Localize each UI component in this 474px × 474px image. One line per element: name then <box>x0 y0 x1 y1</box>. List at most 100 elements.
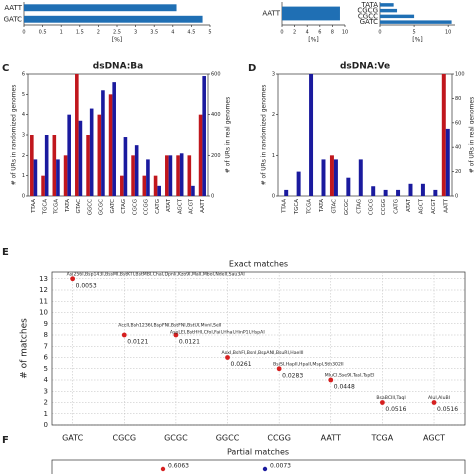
x-tick-label: CTAG <box>121 199 127 214</box>
x-tick-label: 2 <box>293 30 296 36</box>
y-axis-label: # of matches <box>20 318 30 379</box>
y-tick-label: 5 <box>22 92 25 98</box>
bar <box>296 171 301 196</box>
x-tick-label: 5 <box>412 30 415 36</box>
x-tick-label: CGCG <box>112 434 136 443</box>
x-tick-label: TATA <box>319 199 325 213</box>
y-tick-label: 10 <box>39 309 48 317</box>
point-annotation: BsiSI,HapII,HpaII,MspI,Sth302II <box>273 361 343 367</box>
bar <box>134 145 139 196</box>
y-tick-label: 11 <box>39 297 48 305</box>
bar <box>176 155 180 196</box>
y2-tick-label: 100 <box>455 72 465 78</box>
x-tick-label: 0 <box>280 30 283 36</box>
bar <box>383 189 388 196</box>
x-tick-label: 3.5 <box>150 30 158 36</box>
y-tick-label: 2 <box>22 153 25 159</box>
bar <box>433 189 438 196</box>
x-tick-label: GTAC <box>331 199 337 214</box>
bar <box>24 15 203 23</box>
x-tick-label: AGCT <box>418 198 424 214</box>
point-annotation: AspLEI,BstHHI,CfoI,FaiI,HhaI,HinP1I,HspA… <box>170 330 265 336</box>
point <box>431 400 437 405</box>
point <box>380 400 385 405</box>
bar <box>282 6 340 21</box>
y2-tick-label: 600 <box>211 72 221 78</box>
y-tick-label: TATA <box>361 1 379 9</box>
y-tick-label: 3 <box>272 72 275 78</box>
x-tick-label: 8 <box>331 30 334 36</box>
y-axis-label: # of URs in randomized genomes <box>11 85 18 186</box>
partial-frame <box>51 459 466 474</box>
bar <box>101 90 105 196</box>
bar <box>358 159 363 196</box>
y-tick-label: 8 <box>44 331 48 339</box>
bar <box>371 186 376 196</box>
x-tick-label: CCGG <box>144 199 150 215</box>
bar <box>202 76 206 196</box>
x-tick-label: AGCT <box>177 198 183 214</box>
x-tick-label: CCGG <box>381 199 387 215</box>
point-annotation: AccII,Bsh1236I,BspFNI,BstFNI,BstUI,MvnI,… <box>118 323 221 329</box>
x-tick-label: 1 <box>60 30 63 36</box>
x-tick-label: ACGT <box>431 198 437 214</box>
bar <box>153 175 158 196</box>
y2-tick-label: 0 <box>455 194 458 200</box>
x-axis-label: [%] <box>112 37 122 44</box>
bar <box>445 128 450 196</box>
x-tick-label: 6 <box>318 30 321 36</box>
chart-title: Exact matches <box>229 260 288 269</box>
bar <box>63 155 68 196</box>
x-tick-label: GCGC <box>164 434 188 443</box>
point-annotation: AluI,AluBI <box>428 395 450 401</box>
y-tick-label: 2 <box>272 112 275 118</box>
y2-tick-label: 0 <box>211 194 214 200</box>
x-tick-label: AATT <box>443 198 449 213</box>
bar <box>191 185 195 196</box>
bar <box>33 159 38 196</box>
y-tick-label: 1 <box>22 173 25 179</box>
bar <box>380 3 394 7</box>
point <box>225 355 230 360</box>
bar <box>86 135 90 196</box>
x-tick-label: TTAA <box>31 199 37 214</box>
x-axis-label: [%] <box>308 37 318 44</box>
bar <box>131 155 135 196</box>
bar <box>284 189 289 196</box>
bar <box>165 155 169 196</box>
bar <box>309 74 314 196</box>
bar <box>329 155 334 196</box>
y2-tick-label: 200 <box>211 153 221 159</box>
x-tick-label: ACGT <box>189 198 195 214</box>
bar <box>157 185 161 196</box>
panel-label: D <box>248 63 256 74</box>
y-tick-label: AATT <box>4 4 22 12</box>
chart-title: Partial matches <box>227 448 289 457</box>
panel-label: E <box>2 247 9 258</box>
bar <box>123 137 128 196</box>
x-tick-label: 4.5 <box>187 30 195 36</box>
bar <box>112 82 116 196</box>
p-value-label: 0.0121 <box>179 339 200 346</box>
x-tick-label: GGCC <box>87 199 93 215</box>
bar <box>142 175 147 196</box>
y-tick-label: GATC <box>360 18 379 26</box>
x-tick-label: GCGC <box>344 199 350 215</box>
y-tick-label: 1 <box>44 410 48 418</box>
point <box>276 366 282 372</box>
x-tick-label: GATC <box>62 434 83 443</box>
y-tick-label: 13 <box>39 275 48 283</box>
x-tick-label: GATC <box>110 199 116 214</box>
y-tick-label: 7 <box>44 342 48 350</box>
bar <box>441 74 446 196</box>
x-tick-label: 10 <box>445 30 451 36</box>
y-tick-label: CGCG <box>357 7 378 15</box>
p-value-label: 0.0121 <box>127 339 148 346</box>
bar <box>52 135 57 196</box>
p-value-label: 0.6063 <box>168 463 189 470</box>
x-tick-label: TTAA <box>282 199 288 214</box>
partial-point <box>160 466 166 472</box>
bar <box>179 153 184 196</box>
bar <box>146 159 150 196</box>
